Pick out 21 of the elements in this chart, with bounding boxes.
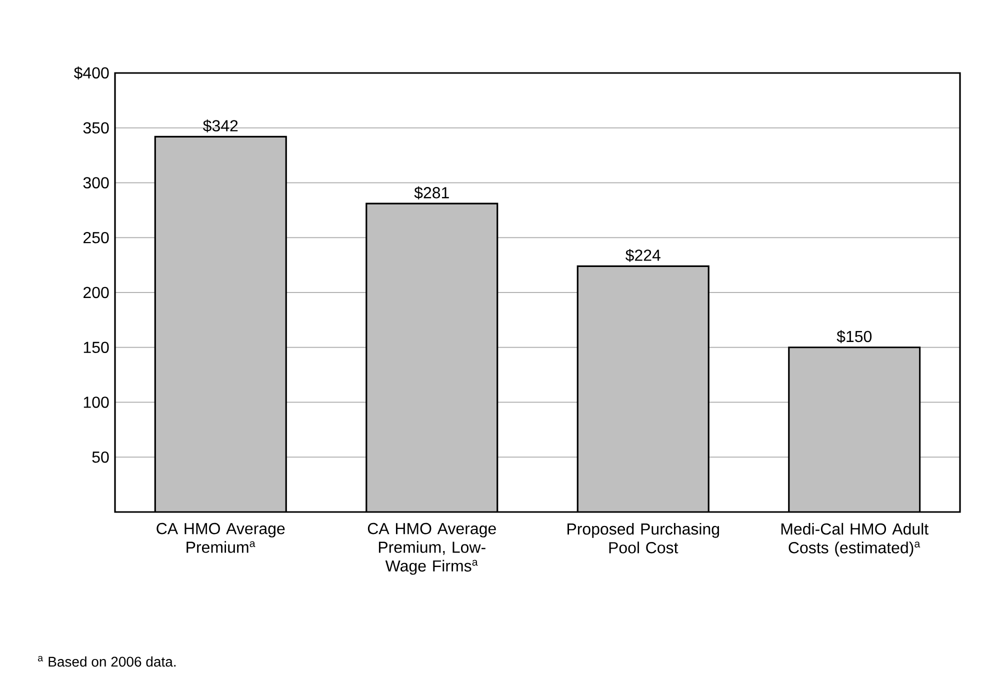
y-tick-label: 250 [84, 232, 109, 244]
x-tick-label: CA HMO Average Premium, Low-Wage Firms$^{a}$ [368, 522, 496, 575]
y-tick-label: 150 [84, 342, 109, 354]
y-tick-label: 100 [84, 396, 109, 408]
bar [154, 136, 287, 512]
x-tick-label: CA HMO Average Premium$^{a}$ [156, 522, 285, 553]
y-tick-label: $400 [74, 66, 109, 80]
y-tick-label: 200 [84, 286, 109, 298]
data-label: $224 [626, 248, 660, 262]
text: $^{a}$ Based on 2006 data. [38, 656, 176, 667]
x-tick-label: Medi-Cal HMO Adult Costs (estimated)$^{a}$ [781, 522, 928, 556]
data-label: $342 [202, 119, 238, 132]
bar [788, 346, 921, 512]
data-label: $150 [836, 330, 872, 344]
x-tick-label: Proposed Purchasing Pool Cost [568, 522, 719, 554]
y-tick-label: 50 [92, 451, 109, 463]
y-tick-label: 300 [83, 177, 109, 188]
y-tick-label: 350 [83, 122, 109, 134]
bar [576, 265, 710, 512]
bar [366, 202, 498, 512]
data-label: $281 [414, 186, 449, 200]
